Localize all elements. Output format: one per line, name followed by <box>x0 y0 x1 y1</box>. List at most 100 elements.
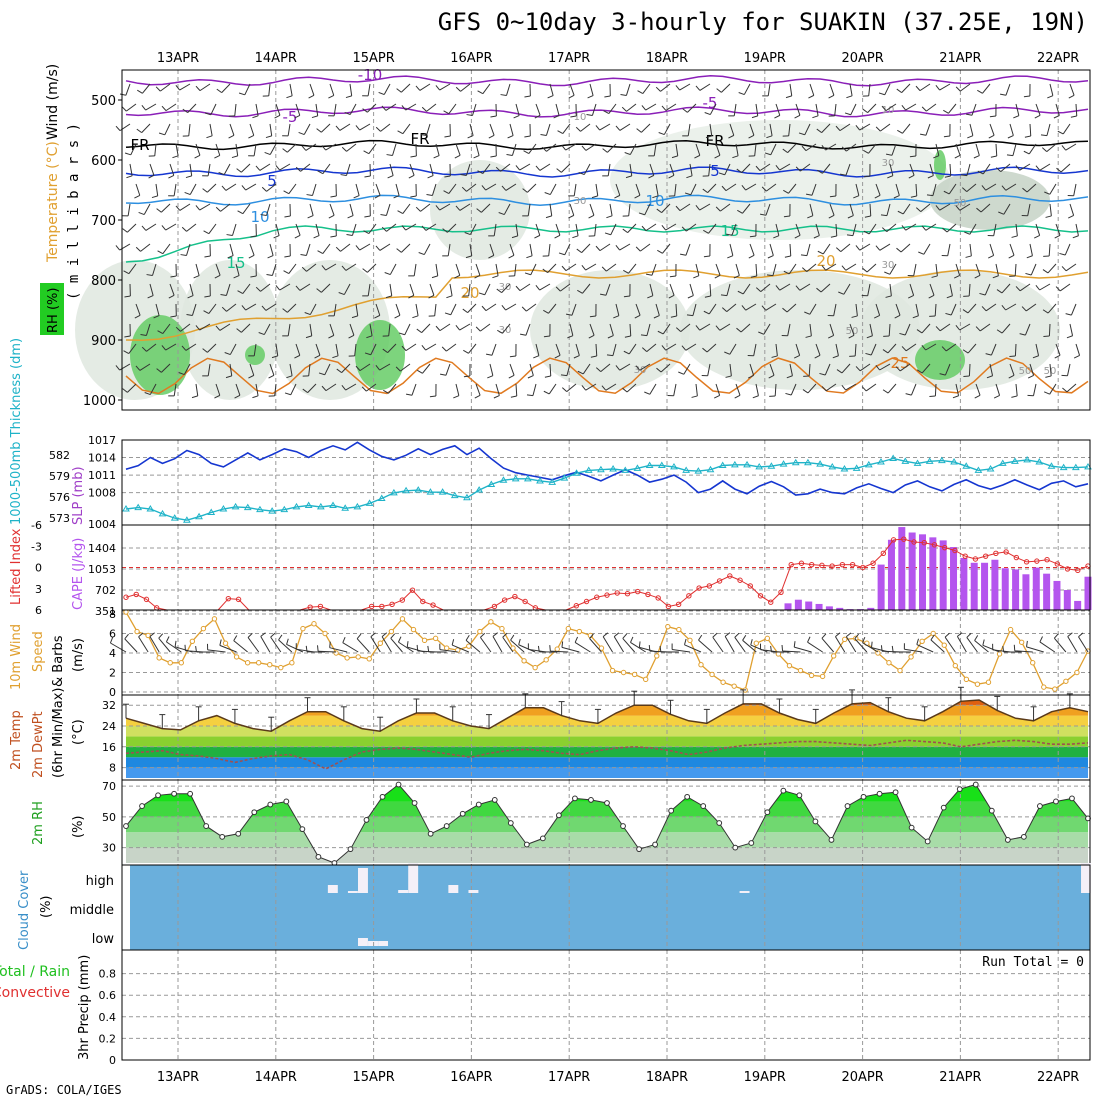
y-tick-label: 900 <box>91 334 116 349</box>
wind-barb <box>1015 223 1018 236</box>
wind-barb-feather <box>748 374 754 379</box>
wind-speed-point <box>167 660 173 666</box>
wind-barb <box>186 223 197 232</box>
wind-barb <box>825 263 837 271</box>
y-axis-temp-4: (°C) <box>71 719 86 745</box>
wind-barb <box>539 163 551 171</box>
wind-barb-feather <box>314 354 321 359</box>
wind-barb-feather <box>832 355 839 359</box>
wind-barb-feather <box>473 155 480 159</box>
wind-barb <box>242 203 251 214</box>
wind-barb <box>745 183 757 191</box>
wind-barb-feather <box>181 345 187 351</box>
wind-barb <box>1025 303 1037 312</box>
footer-credit: GrADS: COLA/IGES <box>6 1083 122 1097</box>
wind-barb <box>612 343 617 356</box>
wind-barb-feather <box>353 195 360 199</box>
wind-barb-feather <box>260 214 267 216</box>
wind-barb <box>990 343 997 356</box>
wind-barb-feather <box>621 106 627 112</box>
wind-barb-feather <box>954 154 961 159</box>
thickness-point <box>353 502 362 510</box>
wind-barb <box>685 243 691 256</box>
wind-barb <box>235 383 241 396</box>
profile-frame <box>121 69 1091 411</box>
wind-barb <box>199 323 211 331</box>
wind-barb <box>1075 223 1079 236</box>
wind-barb-feather <box>1054 354 1061 359</box>
wind-barb-feather <box>615 245 621 251</box>
wind-barb-feather <box>721 185 727 191</box>
thickness-point <box>901 457 910 464</box>
wind-barb-feather <box>841 146 847 152</box>
lifted-index-point <box>583 598 590 605</box>
surface-wind-barb <box>342 642 359 653</box>
wind-speed-point <box>631 671 638 678</box>
isotherm-minus10 <box>125 75 1089 87</box>
lifted-index-point <box>133 591 139 598</box>
wind-barb <box>870 343 877 356</box>
wind-barb <box>455 263 461 276</box>
surface-wind-barb <box>219 644 237 653</box>
surface-wind-barb-feather <box>138 632 144 638</box>
wind-barb <box>689 163 693 176</box>
wind-barb <box>566 383 577 393</box>
wind-barb-feather <box>855 245 861 251</box>
wind-barb-feather <box>794 114 801 119</box>
wind-barb-feather <box>607 335 614 339</box>
wind-barb <box>321 283 331 293</box>
rh-shading <box>355 320 405 390</box>
wind-barb-feather <box>988 134 995 139</box>
wind-barb <box>921 363 931 374</box>
wind-barb <box>405 103 417 111</box>
wind-barb-feather <box>981 185 987 191</box>
wind-speed-point <box>886 660 892 666</box>
surface-wind-barb-feather <box>342 637 346 643</box>
wind-barb-feather <box>1073 355 1080 359</box>
wind-barb <box>165 343 177 351</box>
wind-barb-feather <box>681 345 687 351</box>
wind-barb <box>865 383 877 392</box>
wind-barb <box>653 143 657 156</box>
wind-barb-feather <box>928 294 935 299</box>
wind-barb-feather <box>157 250 164 255</box>
bottom-date-label: 18APR <box>646 1070 688 1085</box>
y-axis-wind-3: & Barbs <box>51 635 66 687</box>
wind-barb-feather <box>577 289 583 294</box>
wind-barb-feather <box>764 152 771 156</box>
wind-barb-feather <box>736 168 742 174</box>
rh-point <box>267 801 274 808</box>
thickness-point <box>341 504 350 511</box>
wind-barb-feather <box>1065 313 1072 316</box>
surface-wind-barb-feather <box>397 636 402 643</box>
rh-point <box>363 817 370 823</box>
surface-wind-barb-feather <box>781 644 784 652</box>
wind-barb-feather <box>410 155 417 158</box>
thickness-point <box>828 462 837 470</box>
wind-barb <box>969 243 972 256</box>
lifted-index-segment <box>617 592 628 595</box>
surface-wind-barb-feather <box>891 645 894 652</box>
wind-barb-feather <box>510 395 517 398</box>
wind-barb-feather <box>918 251 925 255</box>
wind-barb-feather <box>455 205 461 211</box>
wind-tick-label: 8 <box>109 608 116 621</box>
surface-wind-barb <box>698 639 713 653</box>
wind-barb <box>905 223 917 231</box>
thickness-point <box>487 480 496 487</box>
wind-barb-feather <box>1041 147 1048 153</box>
wind-barb <box>1049 83 1054 96</box>
wind-barb <box>179 83 191 91</box>
wind-barb <box>445 363 451 376</box>
contour-label: 10 <box>574 112 587 123</box>
wind-speed-point <box>399 616 406 622</box>
wind-barb <box>225 283 231 296</box>
wind-barb-feather <box>140 334 147 336</box>
wind-barb-feather <box>1032 355 1039 359</box>
wind-barb-feather <box>964 231 971 235</box>
thickness-point <box>877 458 885 465</box>
wind-barb <box>788 263 797 275</box>
wind-barb-feather <box>785 392 792 396</box>
wind-barb <box>549 363 552 377</box>
wind-barb <box>229 343 237 355</box>
